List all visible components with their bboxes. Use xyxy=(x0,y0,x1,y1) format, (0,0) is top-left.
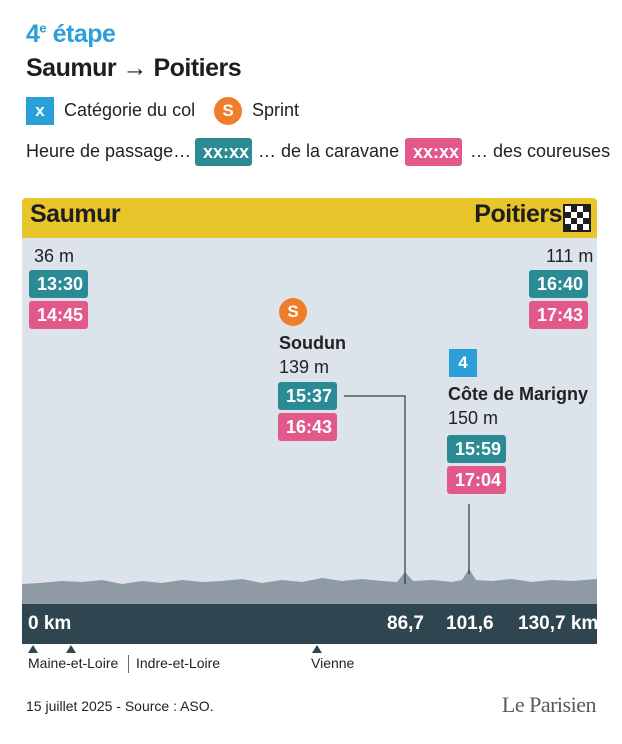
start-caravan-time: 13:30 xyxy=(29,270,88,298)
dept-divider xyxy=(128,655,129,673)
stage-number: 4 xyxy=(26,20,40,48)
le-parisien-logo: Le Parisien xyxy=(501,692,597,717)
climb-name: Côte de Marigny xyxy=(448,384,589,404)
riders-legend-chip: xx:xx xyxy=(405,138,462,166)
category-legend-label: Catégorie du col xyxy=(64,100,196,120)
dept-indre-et-loire: Indre-et-Loire xyxy=(136,655,221,671)
profile-header-bar xyxy=(22,198,597,238)
passage-legend-label: Heure de passage… xyxy=(26,141,192,161)
sprint-riders-time: 16:43 xyxy=(278,413,337,441)
stage-suffix: e xyxy=(39,20,47,36)
climb-altitude: 150 m xyxy=(448,408,499,428)
elevation-profile xyxy=(22,395,597,604)
caravan-legend-chip: xx:xx xyxy=(195,138,252,166)
source-note: 15 juillet 2025 - Source : ASO. xyxy=(26,698,214,714)
checkered-flag-icon xyxy=(563,204,591,232)
climb-category-icon: 4 xyxy=(449,349,477,377)
stage-title: 4e étape xyxy=(26,20,116,49)
dept-maine-et-loire: Maine-et-Loire xyxy=(28,655,119,671)
dept-vienne: Vienne xyxy=(311,655,355,671)
finish-riders-time: 17:43 xyxy=(529,301,588,329)
km-sprint: 86,7 xyxy=(387,613,424,634)
km-start: 0 km xyxy=(28,613,72,634)
sprint-name: Soudun xyxy=(279,333,346,353)
caravan-legend-label: … de la caravane xyxy=(258,141,400,161)
category-legend-icon: x xyxy=(26,97,54,125)
sprint-legend-label: Sprint xyxy=(252,100,300,120)
route-title: Saumur → Poitiers xyxy=(26,54,242,82)
sprint-leader-line xyxy=(344,395,406,584)
sprint-legend-icon: S xyxy=(214,97,242,125)
start-altitude: 36 m xyxy=(34,246,75,266)
sprint-marker-icon: S xyxy=(279,298,307,326)
km-climb: 101,6 xyxy=(446,613,494,634)
start-city: Saumur xyxy=(30,200,121,228)
dept-marker-vienne xyxy=(312,645,322,653)
finish-altitude: 111 m xyxy=(546,246,594,266)
km-finish: 130,7 km xyxy=(518,613,599,634)
finish-city: Poitiers xyxy=(474,200,562,228)
riders-legend-label: … des coureuses xyxy=(470,141,611,161)
dept-marker-indre-et-loire xyxy=(66,645,76,653)
climb-riders-time: 17:04 xyxy=(447,466,506,494)
distance-bar xyxy=(22,604,597,644)
dept-marker-maine-et-loire xyxy=(28,645,38,653)
terrain-shape xyxy=(22,569,597,604)
stage-word: étape xyxy=(46,20,116,48)
sprint-caravan-time: 15:37 xyxy=(278,382,337,410)
climb-caravan-time: 15:59 xyxy=(447,435,506,463)
start-riders-time: 14:45 xyxy=(29,301,88,329)
sprint-altitude: 139 m xyxy=(279,357,330,377)
finish-caravan-time: 16:40 xyxy=(529,270,588,298)
